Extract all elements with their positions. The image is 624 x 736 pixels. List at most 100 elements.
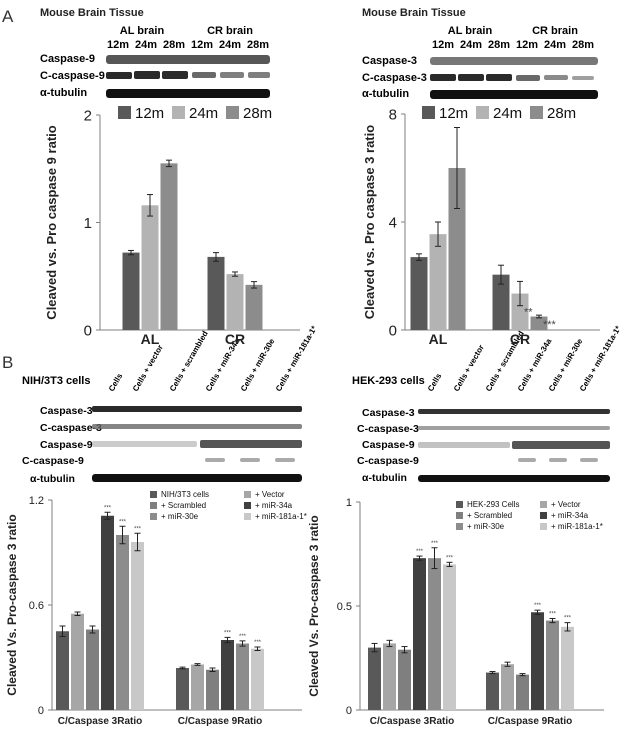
significance-label: *** [543, 319, 557, 331]
x-tick-label: C/Caspase 9Ratio [488, 716, 572, 727]
chart-a1: 0 1 2 Cleaved vs. Pro caspase 9 ratio AL CR 12… [44, 105, 300, 347]
bar [492, 274, 510, 330]
blot-a1-row: α-tubulin [40, 87, 87, 99]
legend-label: + miR-181a-1* [255, 512, 307, 521]
bar [122, 252, 140, 330]
x-tick-label: C/Caspase 9Ratio [178, 716, 262, 727]
bar [413, 558, 426, 710]
legend-label: 12m [439, 105, 468, 122]
legend-swatch [150, 513, 157, 520]
y-tick-label: 0 [346, 705, 352, 717]
blot-a2-cleaved-bands [430, 74, 594, 81]
significance-label: *** [224, 630, 232, 636]
y-tick-label: 2 [84, 107, 92, 124]
blot-a2-lane: 28m [488, 39, 510, 51]
bar [160, 163, 178, 330]
blot-b1-lane: Cells [107, 371, 125, 393]
legend-swatch [456, 512, 463, 519]
significance-label: *** [549, 611, 557, 617]
legend-label: 28m [547, 105, 576, 122]
blot-a2-group-cr: CR brain [532, 25, 578, 37]
blot-b2: HEK-293 cells Cells Cells + vector Cells… [352, 324, 623, 484]
legend-swatch [422, 106, 435, 119]
bar [561, 626, 574, 710]
blot-b2-header: HEK-293 cells [352, 375, 425, 387]
blot-a1-lane: 28m [163, 39, 185, 51]
legend-swatch [244, 491, 251, 498]
blot-b2-lane: Cells + vector [452, 343, 486, 393]
y-tick-label: 0 [38, 705, 44, 717]
bar [443, 564, 456, 710]
bar [428, 558, 441, 710]
blot-band [106, 89, 270, 98]
bar [207, 256, 225, 330]
bar [141, 205, 159, 330]
blot-b1-header: NIH/3T3 cells [22, 375, 90, 387]
bar [410, 257, 428, 330]
blot-a2-lane: 12m [516, 39, 538, 51]
bar [101, 515, 114, 710]
significance-label: *** [534, 603, 542, 609]
legend-label: + Vector [551, 500, 581, 509]
legend-swatch [540, 523, 547, 530]
blot-a2-lane: 12m [432, 39, 454, 51]
legend-label: 24m [493, 105, 522, 122]
legend-swatch [456, 501, 463, 508]
y-tick-label: 4 [389, 214, 397, 231]
significance-label: ** [524, 307, 533, 319]
bar [86, 629, 99, 710]
blot-b2-row: Caspase-3 [362, 407, 415, 419]
blot-b1-row: C-caspase-9 [22, 455, 84, 467]
legend-swatch [172, 106, 185, 119]
significance-label: *** [239, 634, 247, 640]
bar [516, 674, 529, 710]
bar [116, 535, 129, 710]
legend-label: NIH/3T3 cells [161, 490, 209, 499]
bar [251, 648, 264, 710]
blot-a1-lane: 24m [135, 39, 157, 51]
y-tick-label: 0.6 [29, 600, 44, 612]
significance-label: *** [119, 519, 127, 525]
y-tick-label: 0 [84, 322, 92, 339]
y-axis-label: Cleaved Vs. Pro-caspase 3 ratio [5, 514, 19, 695]
legend-swatch [150, 502, 157, 509]
blot-b1: NIH/3T3 cells Cells Cells + vector Cells… [22, 324, 319, 485]
y-tick-label: 0 [389, 322, 397, 339]
legend-swatch [476, 106, 489, 119]
blot-a2-row: α-tubulin [362, 88, 409, 100]
legend-label: HEK-293 Cells [467, 500, 519, 509]
x-tick-label: AL [141, 331, 160, 347]
panel-label-a: A [2, 7, 14, 26]
bar [176, 668, 189, 710]
blot-b2-cleaved9-bands [518, 458, 598, 462]
legend-swatch [226, 106, 239, 119]
bar [191, 664, 204, 710]
significance-label: *** [104, 505, 112, 511]
bar [501, 664, 514, 710]
legend-label: + miR-30e [161, 512, 199, 521]
bar [530, 316, 548, 330]
bar [486, 672, 499, 710]
blot-b2-lane: Cells + miR-30e [547, 337, 585, 393]
bar [398, 649, 411, 710]
blot-a2-group-al: AL brain [448, 25, 493, 37]
x-tick-label: C/Caspase 3Ratio [370, 716, 454, 727]
legend-label: + Scrambled [161, 501, 206, 510]
blot-b1-cleaved9-bands [205, 458, 295, 462]
bar [245, 284, 263, 330]
blot-a1: Mouse Brain Tissue AL brain CR brain 12m… [40, 7, 270, 99]
y-tick-label: 1 [346, 497, 352, 509]
blot-b1-row: Caspase-9 [40, 439, 93, 451]
blot-band [418, 426, 610, 430]
y-tick-label: 1.2 [29, 495, 44, 507]
blot-b2-lane: Cells + miR-181a-1* [578, 324, 623, 393]
bar [236, 643, 249, 710]
y-tick-label: 1 [84, 215, 92, 232]
blot-a1-group-cr: CR brain [207, 25, 253, 37]
bar [226, 274, 244, 330]
significance-label: *** [254, 640, 262, 646]
blot-a1-lane: 28m [247, 39, 269, 51]
blot-b2-row: C-caspase-3 [357, 423, 419, 435]
blot-a2-row: C-caspase-3 [362, 72, 427, 84]
blot-a2: Mouse Brain Tissue AL brain CR brain 12m… [362, 7, 598, 100]
